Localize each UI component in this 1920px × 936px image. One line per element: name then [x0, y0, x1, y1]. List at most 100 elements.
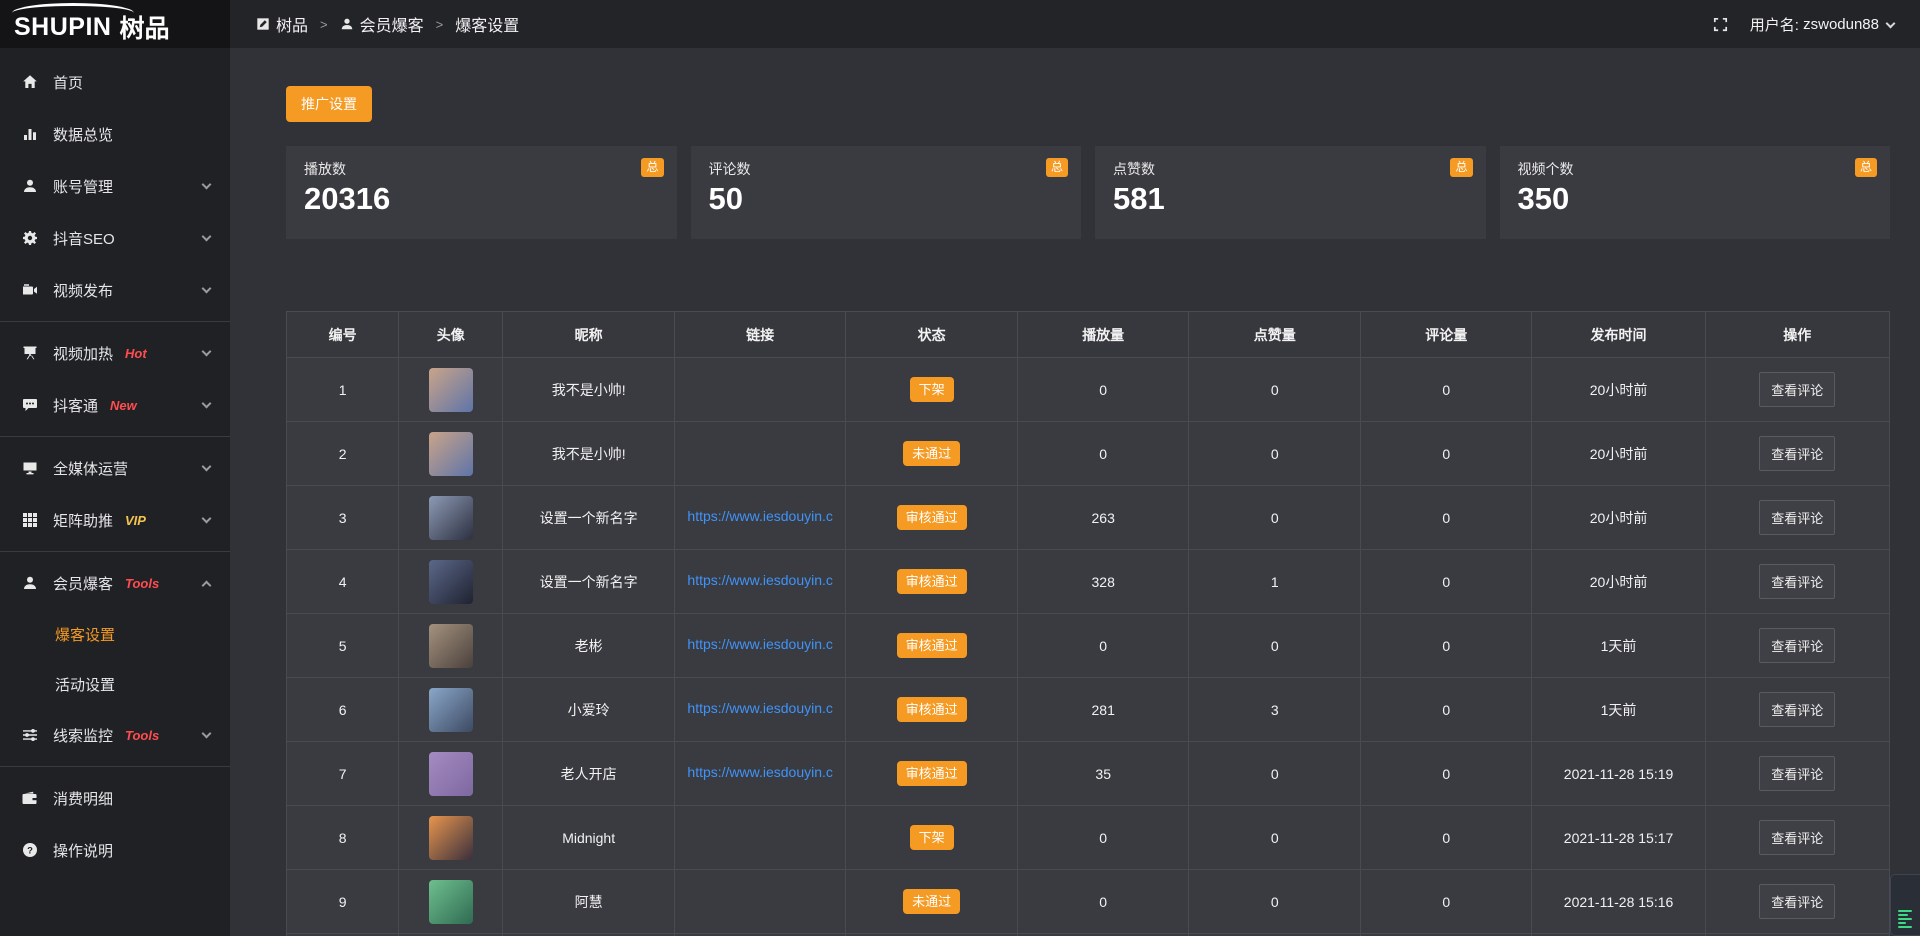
cell-action: 查看评论: [1704, 485, 1891, 550]
table-body: 1 我不是小帅! 下架 0 0 0 20小时前 查看评论 2 我不是小帅! 未通过 0 0 0 20小时前查…: [285, 357, 1891, 936]
sidebar-item-home[interactable]: 首页: [0, 56, 230, 108]
stat-cards: 播放数 20316 总 评论数 50 总 点赞数 581 总 视频个数 350 总: [286, 146, 1890, 239]
sidebar-item-video-heat[interactable]: 视频加热 Hot: [0, 327, 230, 379]
column-header: 评论量: [1359, 311, 1533, 358]
video-icon: [22, 282, 40, 298]
videos-table: 编号 头像 昵称 链接 状态 播放量 点赞量 评论量 发布时间 操作 1 我不是小帅! 下架 0 0 0 20…: [285, 311, 1891, 936]
view-comments-button[interactable]: 查看评论: [1759, 756, 1836, 791]
cell-link: https://www.iesdouyin.c: [673, 677, 847, 742]
sidebar-item-member-baoke[interactable]: 会员爆客 Tools: [0, 557, 230, 609]
svg-text:?: ?: [27, 845, 33, 856]
cell-likes: 0: [1188, 485, 1361, 550]
avatar: [428, 495, 473, 540]
view-comments-button[interactable]: 查看评论: [1759, 372, 1836, 407]
sidebar-item-matrix-boost[interactable]: 矩阵助推 VIP: [0, 494, 230, 546]
cell-plays: 0: [1016, 357, 1190, 422]
total-badge: 总: [1450, 158, 1473, 178]
stat-card: 点赞数 581 总: [1095, 146, 1486, 239]
view-comments-button[interactable]: 查看评论: [1759, 628, 1836, 663]
sidebar-item-baoke-settings[interactable]: 爆客设置: [0, 609, 230, 659]
member-icon: [22, 575, 40, 591]
view-comments-button[interactable]: 查看评论: [1759, 820, 1836, 855]
video-link[interactable]: https://www.iesdouyin.c: [687, 572, 833, 588]
cell-nickname: 小爱玲: [502, 677, 675, 742]
breadcrumb-separator: >: [435, 16, 444, 32]
fullscreen-icon[interactable]: [1713, 17, 1728, 32]
video-link[interactable]: https://www.iesdouyin.c: [687, 700, 833, 716]
cell-number: 9: [285, 869, 400, 934]
cell-status: 下架: [845, 805, 1018, 870]
user-icon: [340, 17, 354, 31]
view-comments-button[interactable]: 查看评论: [1759, 500, 1836, 535]
chevron-down-icon: [1885, 18, 1896, 28]
video-link[interactable]: https://www.iesdouyin.c: [687, 764, 833, 780]
cell-number: 6: [285, 677, 400, 742]
cell-status: 审核通过: [845, 613, 1018, 678]
cell-nickname: 老人开店: [502, 741, 675, 806]
video-link[interactable]: https://www.iesdouyin.c: [687, 508, 833, 524]
chart-icon: [22, 126, 40, 142]
status-badge: 审核通过: [896, 632, 967, 659]
view-comments-button[interactable]: 查看评论: [1759, 564, 1836, 599]
view-comments-button[interactable]: 查看评论: [1759, 884, 1836, 919]
cell-plays: 328: [1016, 549, 1190, 614]
cell-nickname: Midnight: [502, 805, 675, 870]
column-header: 链接: [673, 311, 847, 358]
sidebar-divider: [0, 551, 230, 552]
total-badge: 总: [1045, 158, 1068, 178]
user-menu[interactable]: 用户名: zswodun88: [1749, 14, 1896, 35]
cell-publish-time: 1天前: [1531, 677, 1706, 742]
sidebar-item-operation-guide[interactable]: ? 操作说明: [0, 824, 230, 876]
table-row: 3 设置一个新名字 https://www.iesdouyin.c 审核通过 263 0 0…: [285, 485, 1891, 550]
brand-logo[interactable]: SHUPIN 树品: [0, 0, 230, 48]
sidebar-item-media-operation[interactable]: 全媒体运营: [0, 442, 230, 494]
sidebar-item-account-manage[interactable]: 账号管理: [0, 160, 230, 212]
sidebar-item-label: 线索监控: [53, 727, 114, 745]
cell-plays: 0: [1016, 805, 1190, 870]
video-link[interactable]: https://www.iesdouyin.c: [687, 636, 833, 652]
equalizer-icon: [1898, 910, 1912, 928]
breadcrumb-item[interactable]: 会员爆客: [340, 12, 424, 36]
sidebar-item-data-overview[interactable]: 数据总览: [0, 108, 230, 160]
column-header: 状态: [845, 311, 1018, 358]
cell-nickname: 设置一个新名字: [502, 485, 675, 550]
chevron-down-icon: [201, 513, 212, 524]
chevron-down-icon: [201, 398, 212, 409]
cell-avatar: [398, 485, 504, 550]
cell-comments: 0: [1359, 805, 1533, 870]
promotion-settings-button[interactable]: 推广设置: [286, 86, 372, 122]
sidebar: SHUPIN 树品 首页 数据总览 账号管理 抖音SEO 视频发布视频加热 Hot 抖客通 N…: [0, 0, 230, 936]
breadcrumb-item[interactable]: 树品: [256, 12, 308, 36]
cell-comments: 0: [1359, 421, 1533, 486]
cell-comments: 0: [1359, 549, 1533, 614]
view-comments-button[interactable]: 查看评论: [1759, 692, 1836, 727]
cell-action: 查看评论: [1704, 741, 1891, 806]
breadcrumb-item[interactable]: 爆客设置: [455, 12, 519, 36]
status-badge: 未通过: [903, 888, 961, 915]
cell-number: 2: [285, 421, 400, 486]
sidebar-item-douyin-seo[interactable]: 抖音SEO: [0, 212, 230, 264]
cell-likes: 0: [1188, 357, 1361, 422]
status-badge: 审核通过: [896, 504, 967, 531]
breadcrumb: 树品 > 会员爆客 > 爆客设置: [256, 12, 519, 36]
avatar: [428, 751, 473, 796]
sidebar-item-clue-monitor[interactable]: 线索监控 Tools: [0, 709, 230, 761]
floating-widget[interactable]: [1890, 874, 1920, 936]
cell-action: 查看评论: [1704, 357, 1891, 422]
cell-link: [673, 357, 847, 422]
sidebar-item-douketong[interactable]: 抖客通 New: [0, 379, 230, 431]
breadcrumb-separator: >: [320, 16, 328, 32]
stat-card: 评论数 50 总: [690, 146, 1081, 239]
cell-likes: 1: [1188, 549, 1361, 614]
sidebar-item-consume-detail[interactable]: 消费明细: [0, 772, 230, 824]
column-header: 昵称: [502, 311, 675, 358]
sidebar-item-video-publish[interactable]: 视频发布: [0, 264, 230, 316]
grid-icon: [22, 512, 40, 528]
sidebar-item-activity-settings[interactable]: 活动设置: [0, 659, 230, 709]
username-label: 用户名:: [1749, 16, 1799, 34]
chevron-down-icon: [201, 346, 212, 357]
cell-plays: 263: [1016, 485, 1190, 550]
cell-nickname: 老彬: [502, 613, 675, 678]
view-comments-button[interactable]: 查看评论: [1759, 436, 1836, 471]
